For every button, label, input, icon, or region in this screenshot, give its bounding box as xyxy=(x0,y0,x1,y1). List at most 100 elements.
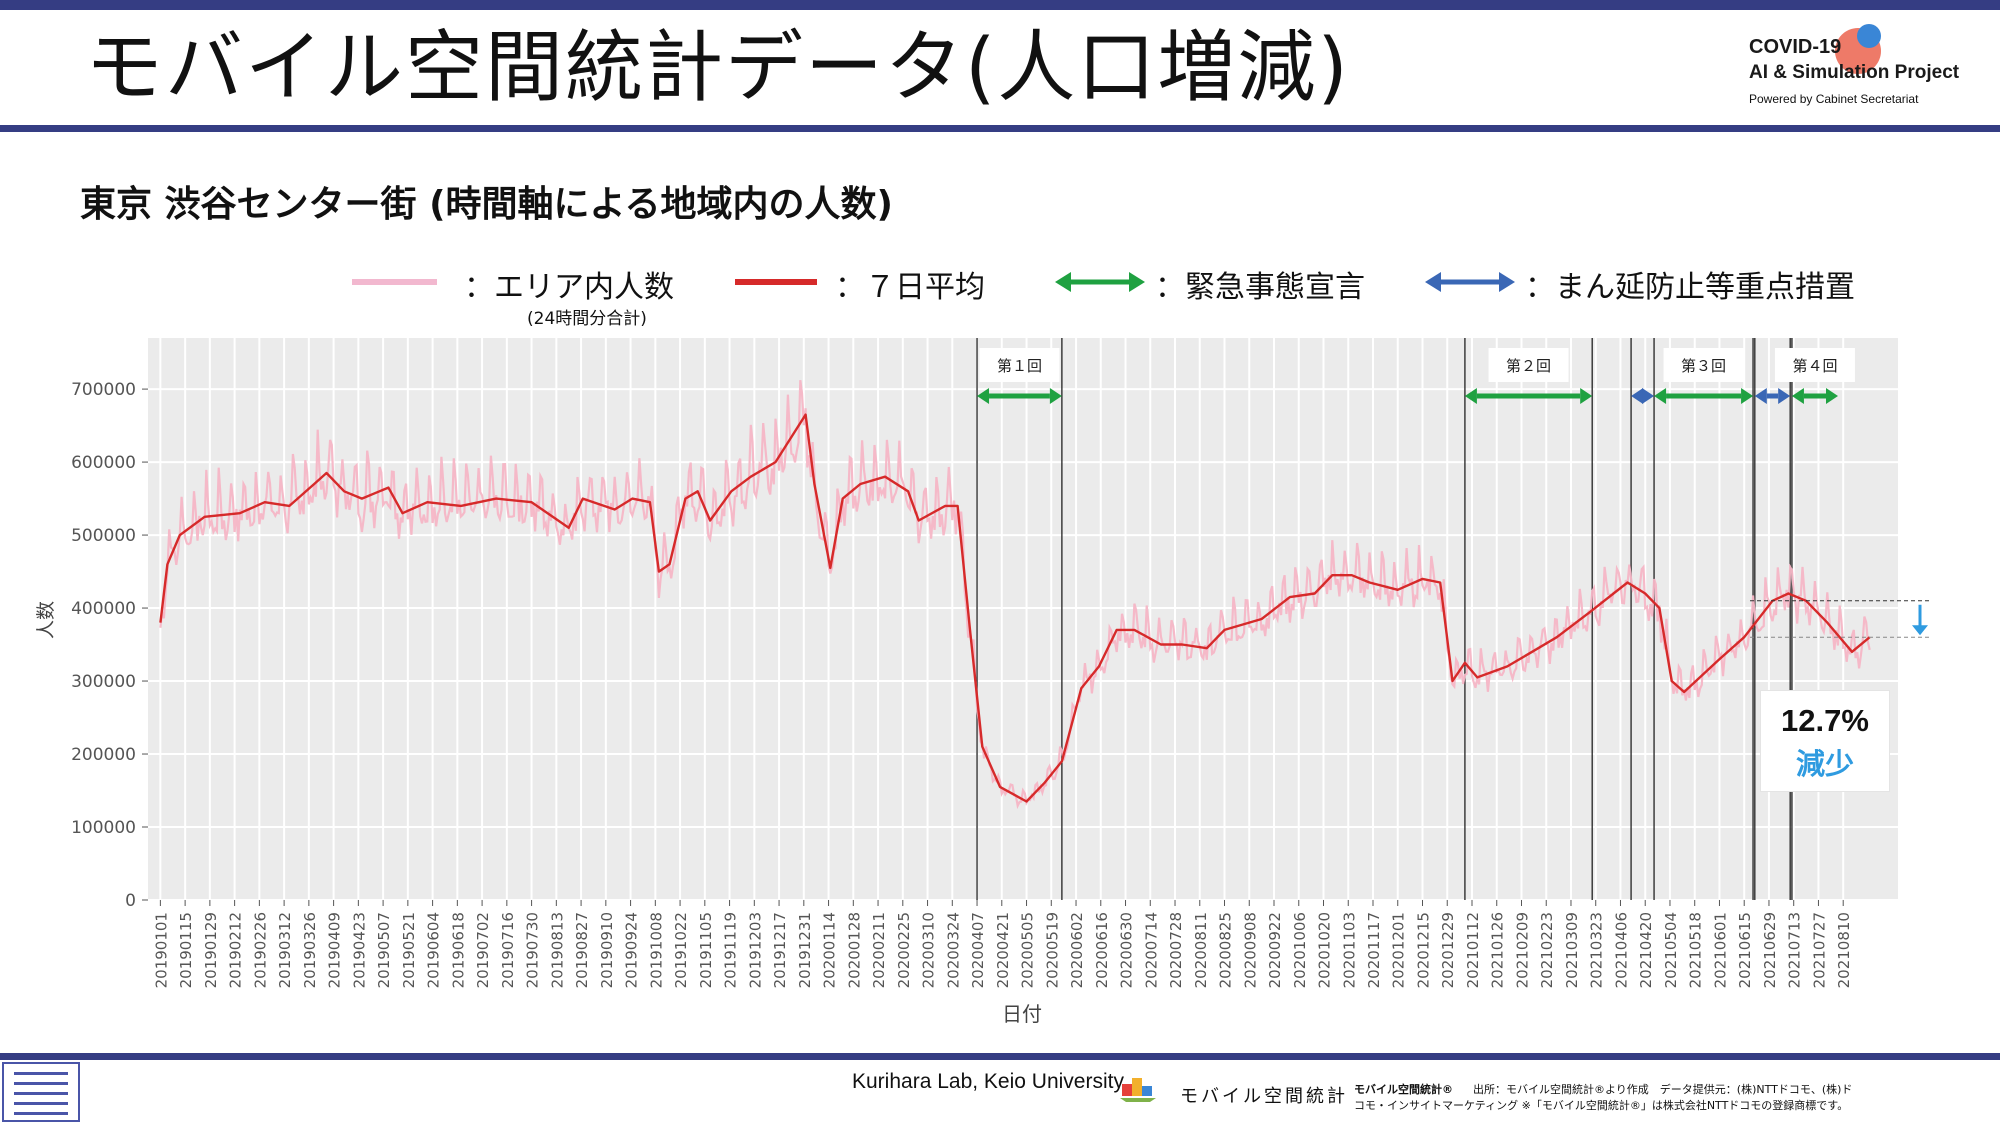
x-tick-label: 20201103 xyxy=(1340,912,1358,988)
legend-priority-arrow-icon xyxy=(1425,272,1515,292)
priority-arrow-head-right xyxy=(1778,388,1791,404)
x-tick-label: 20200114 xyxy=(821,912,839,988)
series-7day-average xyxy=(159,413,1871,803)
x-tick-label: 20200908 xyxy=(1241,912,1259,988)
x-tick-label: 20190924 xyxy=(623,912,641,988)
source-title: モバイル空間統計® xyxy=(1354,1083,1453,1096)
x-tick-label: 20190604 xyxy=(425,912,443,988)
lab-credit: Kurihara Lab, Keio University xyxy=(852,1070,1124,1093)
x-tick-label: 20201201 xyxy=(1390,912,1408,988)
chart-subtitle: 東京 渋谷センター街 (時間軸による地域内の人数) xyxy=(80,184,893,225)
x-tick-label: 20190115 xyxy=(177,912,195,988)
grid-layer xyxy=(148,338,1898,901)
x-tick-label: 20210420 xyxy=(1637,912,1655,988)
legend-emergency-arrow-icon xyxy=(1055,272,1145,292)
legend-average-label: ：７日平均 xyxy=(835,270,985,305)
y-axis: 0 100000 200000 300000 400000 500000 600000 700… xyxy=(35,380,148,911)
x-tick-label: 20190827 xyxy=(573,912,591,988)
emergency-arrow xyxy=(977,388,1062,404)
population-chart: 第１回 第２回 第３回 第４回 0 100000 200000 300000 400000 50… xyxy=(35,338,1932,1026)
emergency-arrow-head-left xyxy=(977,388,990,404)
y-tick-label: 500000 xyxy=(71,526,136,546)
x-tick-label: 20200421 xyxy=(994,912,1012,988)
logo-line2: AI & Simulation Project xyxy=(1749,62,1960,83)
top-band xyxy=(0,0,2000,10)
x-tick-label: 20191231 xyxy=(796,912,814,988)
x-tick-label: 20191119 xyxy=(722,912,740,988)
emergency-arrow-head-right xyxy=(1741,388,1754,404)
legend-emergency-label: ：緊急事態宣言 xyxy=(1155,270,1365,305)
x-tick-label: 20190702 xyxy=(474,912,492,988)
x-tick-label: 20190101 xyxy=(152,912,170,988)
x-tick-label: 20190326 xyxy=(301,912,319,988)
emergency-arrow-head-left xyxy=(1654,388,1667,404)
mobile-stats-icon xyxy=(1120,1078,1156,1102)
y-tick-label: 200000 xyxy=(71,745,136,765)
x-tick-label: 20200922 xyxy=(1266,912,1284,988)
x-tick-label: 20191022 xyxy=(672,912,690,988)
lab-logo xyxy=(2,1062,80,1122)
emergency-label-box xyxy=(1774,348,1855,382)
x-tick-label: 20191008 xyxy=(647,912,665,988)
emergency-arrow-head-right xyxy=(1049,388,1062,404)
x-axis-title: 日付 xyxy=(1002,1002,1042,1026)
slide-title: モバイル空間統計データ(人口増減) xyxy=(85,23,1350,113)
legend-area-swatch xyxy=(352,279,437,285)
x-tick-label: 20201006 xyxy=(1291,912,1309,988)
source-text1: 出所：モバイル空間統計®より作成 データ提供元：(株)NTTドコモ、(株)ド xyxy=(1473,1083,1853,1096)
mobile-stats-brand: モバイル空間統計 xyxy=(1180,1086,1348,1107)
x-tick-label: 20200811 xyxy=(1192,912,1210,988)
x-tick-label: 20210112 xyxy=(1464,912,1482,988)
x-tick-label: 20200324 xyxy=(944,912,962,988)
change-callout: 12.7% 減少 xyxy=(1760,690,1890,792)
x-tick-label: 20200407 xyxy=(969,912,987,988)
x-axis: 20190101 20190115 20190129 20190212 20190226… xyxy=(152,900,1853,1026)
y-axis-title: 人数 xyxy=(35,601,57,639)
source-line1: モバイル空間統計® 出所：モバイル空間統計®より作成 データ提供元：(株)NTTド… xyxy=(1354,1081,1852,1097)
x-tick-label: 20200728 xyxy=(1167,912,1185,988)
x-tick-label: 20190730 xyxy=(524,912,542,988)
emergency-label: 第２回 xyxy=(1506,357,1551,375)
priority-arrow-head-left xyxy=(1754,388,1767,404)
x-tick-label: 20200505 xyxy=(1019,912,1037,988)
x-tick-label: 20210504 xyxy=(1662,912,1680,988)
x-tick-label: 20190813 xyxy=(548,912,566,988)
x-tick-label: 20200211 xyxy=(870,912,888,988)
change-indicator xyxy=(1750,600,1932,638)
change-label: 減少 xyxy=(1795,747,1854,781)
x-tick-label: 20200128 xyxy=(845,912,863,988)
emergency-label-box xyxy=(1488,348,1569,382)
x-tick-label: 20200714 xyxy=(1142,912,1160,988)
source-line2: コモ・インサイトマーケティング ※「モバイル空間統計®」は株式会社NTTドコモの… xyxy=(1354,1099,1849,1112)
x-tick-label: 20210629 xyxy=(1761,912,1779,988)
x-tick-label: 20210126 xyxy=(1489,912,1507,988)
x-tick-label: 20210223 xyxy=(1538,912,1556,988)
x-tick-label: 20190423 xyxy=(350,912,368,988)
priority-arrow xyxy=(1631,388,1655,404)
x-tick-label: 20200602 xyxy=(1068,912,1086,988)
y-tick-label: 600000 xyxy=(71,453,136,473)
emergency-arrow xyxy=(1464,388,1593,404)
x-tick-label: 20190618 xyxy=(449,912,467,988)
x-tick-label: 20190910 xyxy=(598,912,616,988)
legend-area-label: ：エリア内人数 xyxy=(464,270,674,305)
x-tick-label: 20200825 xyxy=(1217,912,1235,988)
plot-background xyxy=(148,338,1898,900)
y-tick-label: 100000 xyxy=(71,818,136,838)
x-tick-label: 20200310 xyxy=(920,912,938,988)
emergency-arrow-head-left xyxy=(1464,388,1477,404)
x-tick-label: 20191217 xyxy=(771,912,789,988)
x-tick-label: 20210406 xyxy=(1612,912,1630,988)
y-tick-label: 0 xyxy=(125,891,136,911)
change-arrow-head xyxy=(1912,625,1928,636)
legend: ：エリア内人数 (24時間分合計) ：７日平均 ：緊急事態宣言 ：まん延防止等重… xyxy=(340,258,1960,329)
x-tick-label: 20210810 xyxy=(1835,912,1853,988)
logo-line3: Powered by Cabinet Secretariat xyxy=(1749,92,1919,106)
emergency-arrow xyxy=(1654,388,1754,404)
x-tick-label: 20210727 xyxy=(1810,912,1828,988)
emergency-arrow-head-right xyxy=(1580,388,1593,404)
x-tick-label: 20210309 xyxy=(1563,912,1581,988)
x-tick-label: 20190312 xyxy=(276,912,294,988)
x-tick-label: 20190129 xyxy=(202,912,220,988)
x-tick-label: 20190212 xyxy=(227,912,245,988)
